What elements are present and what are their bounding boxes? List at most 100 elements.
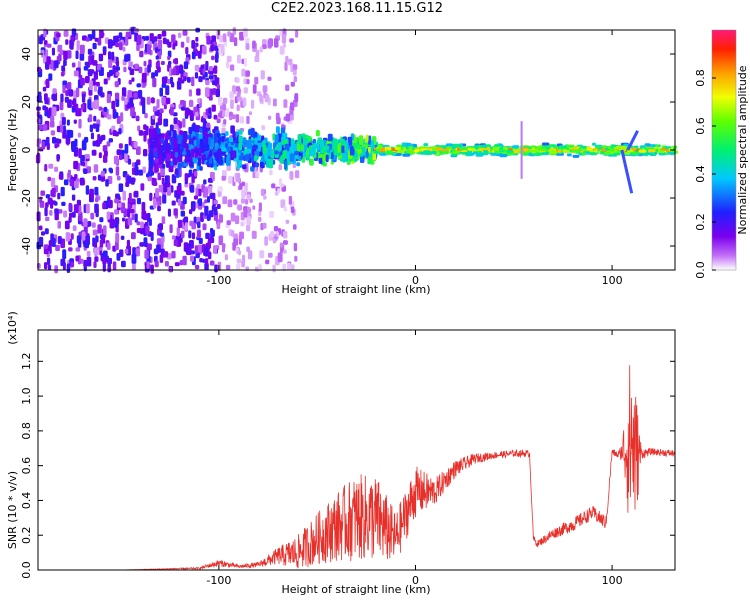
spectrogram-cell: [284, 61, 288, 71]
spectrogram-cell: [246, 246, 250, 253]
spectrogram-cell: [243, 209, 248, 218]
spectrogram-cell: [85, 76, 90, 84]
spectrogram-cell: [83, 65, 89, 71]
spectrogram-cell: [86, 250, 91, 257]
spectrogram-cell: [157, 39, 163, 50]
spectrogram-cell: [427, 147, 433, 151]
spectrogram-cell: [522, 152, 529, 156]
spectrogram-cell: [66, 82, 71, 90]
spectrogram-cell: [530, 153, 535, 157]
spectrogram-cell: [136, 83, 141, 88]
spectrogram-cell: [285, 84, 290, 91]
spectrogram-cell: [228, 176, 233, 184]
spectrogram-cell: [125, 181, 130, 187]
spectrogram-cell: [503, 146, 508, 150]
spectrogram-cell: [215, 154, 220, 162]
spectrogram-cell: [98, 152, 102, 159]
spectrogram-cell: [146, 173, 150, 178]
spectrogram-cell: [129, 97, 134, 107]
spectrogram-cell: [127, 217, 133, 226]
spectrogram-cell: [66, 263, 71, 273]
spectrogram-cell: [349, 145, 355, 156]
spectrogram-cell: [250, 99, 255, 109]
spectrogram-cell: [54, 143, 58, 149]
spectrogram-cell: [45, 78, 50, 89]
spectrogram-cell: [620, 145, 627, 149]
spectrogram-cell: [290, 81, 295, 87]
spectrogram-cell: [273, 98, 277, 107]
spectrogram-cell: [93, 71, 98, 80]
spectrogram-cell: [170, 76, 174, 85]
spectrogram-cell: [160, 61, 165, 65]
spectrogram-cell: [51, 94, 55, 100]
spectrogram-cell: [158, 184, 164, 193]
spectrogram-cell: [208, 185, 213, 194]
spectrogram-cell: [89, 80, 93, 91]
spectrogram-cells: [35, 26, 679, 274]
spectrogram-cell: [69, 179, 74, 187]
spectrogram-cell: [277, 188, 281, 194]
spectrogram-cell: [194, 152, 198, 159]
spectrogram-cell: [295, 30, 299, 38]
spectrogram-cell: [245, 43, 250, 50]
spectrogram-cell: [292, 64, 298, 70]
spectrogram-cell: [173, 117, 178, 125]
spectrogram-cell: [212, 80, 217, 86]
spectrogram-cell: [472, 151, 478, 155]
spectrogram-cell: [202, 223, 207, 231]
spectrogram-cell: [225, 108, 230, 118]
spectrogram-cell: [118, 32, 123, 39]
spectrogram-cell: [252, 144, 258, 150]
x-tick-label: -100: [206, 274, 231, 287]
spectrogram-cell: [194, 264, 200, 270]
spectrogram-cell: [197, 188, 202, 197]
spectrogram-cell: [222, 196, 228, 205]
spectrogram-cell: [267, 147, 272, 157]
spectrogram-cell: [273, 226, 279, 232]
spectrogram-cell: [324, 145, 330, 150]
spectrogram-cell: [47, 176, 52, 182]
y-tick-label: 0.0: [20, 561, 33, 579]
colorbar-tick-label: 0.2: [694, 213, 707, 231]
spectrogram-cell: [188, 126, 192, 135]
spectrogram-cell: [171, 34, 176, 43]
spectrogram-cell: [289, 153, 295, 162]
spectrogram-cell: [213, 133, 217, 143]
spectrogram-cell: [75, 87, 80, 98]
spectrogram-cell: [571, 149, 579, 153]
spectrogram-cell: [187, 109, 191, 115]
spectrogram-cell: [151, 72, 155, 79]
spectrogram-cell: [536, 145, 542, 149]
spectrogram-cell: [62, 129, 67, 139]
spectrogram-cell: [239, 116, 244, 124]
spectrogram-cell: [60, 93, 64, 103]
spectrogram-cell: [43, 28, 47, 38]
spectrogram-cell: [135, 115, 140, 122]
spectrogram-cell: [94, 37, 99, 42]
spectrogram-cell: [135, 248, 140, 257]
spectrogram-cell: [230, 212, 236, 222]
spectrogram-cell: [121, 260, 126, 268]
spectrogram-cell: [174, 168, 179, 175]
spectrogram-cell: [230, 230, 235, 237]
spectrogram-cell: [131, 111, 136, 116]
spectrogram-cell: [241, 68, 246, 77]
spectrogram-cell: [163, 118, 169, 127]
spectrogram-cell: [197, 244, 203, 255]
spectrogram-cell: [195, 187, 199, 198]
spectrogram-cell: [105, 179, 109, 187]
spectrogram-cell: [309, 158, 314, 166]
spectrogram-cell: [75, 50, 79, 60]
spectrogram-cell: [36, 118, 41, 124]
spectrogram-cell: [365, 134, 369, 142]
spectrogram-cell: [216, 84, 221, 90]
spectrogram-cell: [214, 145, 219, 151]
spectrogram-cell: [63, 210, 68, 218]
spectrogram-cell: [273, 38, 279, 48]
spectrogram-cell: [119, 154, 123, 161]
spectrogram-cell: [194, 171, 198, 177]
spectrogram-cell: [47, 197, 53, 205]
spectrogram-cell: [345, 142, 349, 152]
spectrogram-cell: [258, 264, 262, 271]
spectrogram-cell: [239, 231, 244, 240]
